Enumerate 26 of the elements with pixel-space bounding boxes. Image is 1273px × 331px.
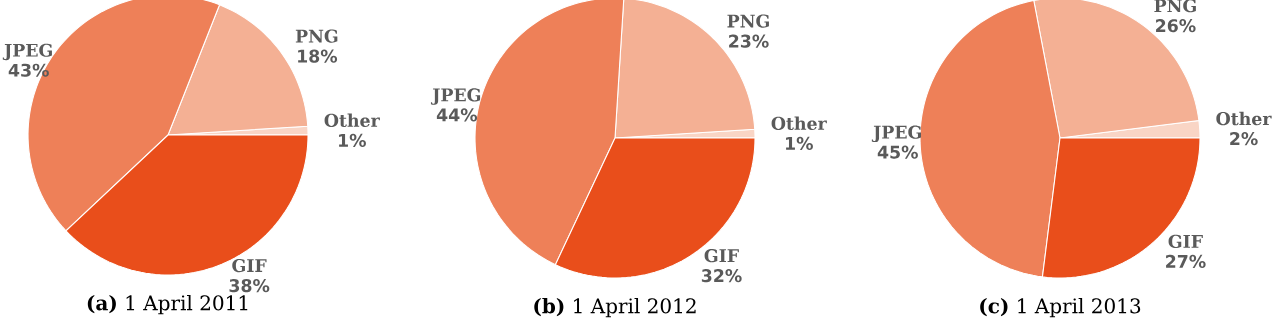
- slice-label: Other: [1216, 111, 1272, 126]
- data-label: 32%: [701, 269, 742, 283]
- slice-label: JPEG: [2, 43, 52, 61]
- data-label: 2%: [1230, 132, 1258, 146]
- data-label: 23%: [729, 34, 769, 48]
- data-label: 1%: [786, 136, 813, 150]
- slice-label: PNG: [1154, 0, 1196, 13]
- slice-label: GIF: [704, 249, 739, 263]
- data-label: 44%: [436, 108, 478, 122]
- slice-label: PNG: [295, 29, 338, 43]
- slice-label: Other: [771, 116, 827, 130]
- data-label: 18%: [298, 49, 338, 63]
- slice-label: PNG: [727, 14, 769, 28]
- slice-label: Other: [324, 113, 380, 127]
- data-label: 27%: [1166, 254, 1206, 268]
- slice-label: GIF: [232, 259, 267, 273]
- slice-label: JPEG: [871, 125, 921, 143]
- text: (a) 1 April 2011: [87, 294, 248, 315]
- slice-label: JPEG: [430, 88, 481, 105]
- data-label: 26%: [1156, 19, 1196, 33]
- slice-label: GIF: [1168, 234, 1203, 248]
- data-label: 1%: [339, 133, 366, 147]
- data-label: 38%: [229, 279, 270, 293]
- data-label: 45%: [877, 145, 918, 159]
- text: (c) 1 April 2013: [980, 297, 1141, 318]
- text: (b) 1 April 2012: [534, 297, 696, 318]
